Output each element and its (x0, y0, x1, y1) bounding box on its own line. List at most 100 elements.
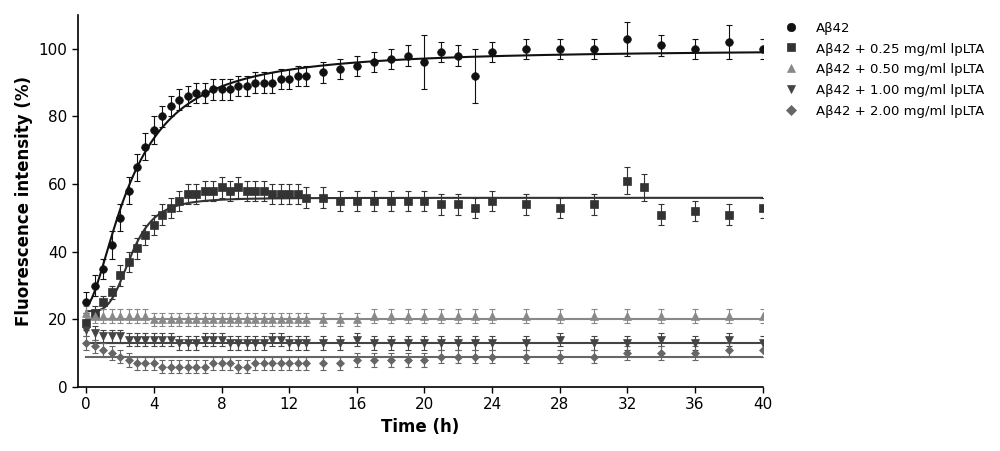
Aβ42 + 2.00 mg/ml lpLTA (156, 364, 168, 369)
Aβ42 + 0.50 mg/ml lpLTA (106, 313, 118, 319)
Aβ42 (368, 60, 380, 65)
Aβ42 (173, 97, 185, 102)
Aβ42 + 0.25 mg/ml lpLTA (139, 232, 151, 238)
Aβ42 + 1.00 mg/ml lpLTA (402, 341, 414, 346)
Aβ42 + 0.50 mg/ml lpLTA (351, 317, 363, 322)
Aβ42 + 1.00 mg/ml lpLTA (486, 341, 498, 346)
Aβ42 + 1.00 mg/ml lpLTA (216, 337, 228, 342)
X-axis label: Time (h): Time (h) (381, 418, 459, 436)
Aβ42 + 2.00 mg/ml lpLTA (588, 354, 600, 359)
Aβ42 + 0.25 mg/ml lpLTA (114, 273, 126, 278)
Aβ42 + 2.00 mg/ml lpLTA (148, 361, 160, 366)
Aβ42 + 2.00 mg/ml lpLTA (283, 361, 295, 366)
Aβ42 + 1.00 mg/ml lpLTA (156, 337, 168, 342)
Aβ42 + 0.25 mg/ml lpLTA (199, 188, 211, 193)
Aβ42 + 0.25 mg/ml lpLTA (148, 222, 160, 227)
Aβ42 + 2.00 mg/ml lpLTA (80, 341, 92, 346)
Aβ42 (199, 90, 211, 96)
Aβ42 (385, 56, 397, 62)
Aβ42 + 1.00 mg/ml lpLTA (207, 337, 219, 342)
Aβ42 (275, 77, 287, 82)
Aβ42 + 0.50 mg/ml lpLTA (283, 317, 295, 322)
Aβ42 + 0.25 mg/ml lpLTA (486, 198, 498, 204)
Aβ42 + 2.00 mg/ml lpLTA (334, 361, 346, 366)
Aβ42 + 0.50 mg/ml lpLTA (385, 313, 397, 319)
Aβ42 + 0.50 mg/ml lpLTA (334, 317, 346, 322)
Aβ42 + 0.25 mg/ml lpLTA (173, 198, 185, 204)
Aβ42 (258, 80, 270, 85)
Aβ42 + 2.00 mg/ml lpLTA (165, 364, 177, 369)
Aβ42 + 0.50 mg/ml lpLTA (258, 317, 270, 322)
Aβ42 (207, 87, 219, 92)
Aβ42 + 2.00 mg/ml lpLTA (368, 357, 380, 363)
Aβ42 (123, 188, 135, 193)
Aβ42 + 1.00 mg/ml lpLTA (317, 341, 329, 346)
Aβ42 + 2.00 mg/ml lpLTA (190, 364, 202, 369)
Aβ42 + 0.25 mg/ml lpLTA (368, 198, 380, 204)
Aβ42 + 1.00 mg/ml lpLTA (452, 341, 464, 346)
Aβ42 + 0.50 mg/ml lpLTA (418, 313, 430, 319)
Aβ42 + 2.00 mg/ml lpLTA (520, 354, 532, 359)
Aβ42 + 0.25 mg/ml lpLTA (300, 195, 312, 200)
Aβ42 (131, 165, 143, 170)
Aβ42 + 0.50 mg/ml lpLTA (402, 313, 414, 319)
Aβ42 + 0.50 mg/ml lpLTA (588, 313, 600, 319)
Y-axis label: Fluorescence intensity (%): Fluorescence intensity (%) (15, 76, 33, 326)
Aβ42 + 2.00 mg/ml lpLTA (258, 361, 270, 366)
Aβ42 + 0.25 mg/ml lpLTA (689, 208, 701, 214)
Aβ42 (241, 83, 253, 89)
Aβ42 + 2.00 mg/ml lpLTA (106, 350, 118, 356)
Aβ42 + 0.25 mg/ml lpLTA (292, 192, 304, 197)
Aβ42 + 0.50 mg/ml lpLTA (554, 313, 566, 319)
Aβ42 + 2.00 mg/ml lpLTA (723, 347, 735, 353)
Aβ42 + 0.25 mg/ml lpLTA (351, 198, 363, 204)
Aβ42 + 1.00 mg/ml lpLTA (165, 337, 177, 342)
Aβ42 (418, 60, 430, 65)
Aβ42 + 0.50 mg/ml lpLTA (723, 313, 735, 319)
Aβ42 (351, 63, 363, 69)
Aβ42 + 0.25 mg/ml lpLTA (317, 195, 329, 200)
Aβ42 (317, 70, 329, 75)
Aβ42 + 0.50 mg/ml lpLTA (266, 317, 278, 322)
Aβ42 + 1.00 mg/ml lpLTA (300, 341, 312, 346)
Aβ42 + 0.50 mg/ml lpLTA (80, 310, 92, 315)
Aβ42 + 2.00 mg/ml lpLTA (402, 357, 414, 363)
Aβ42 + 0.50 mg/ml lpLTA (368, 313, 380, 319)
Aβ42 + 0.50 mg/ml lpLTA (139, 313, 151, 319)
Aβ42 + 0.50 mg/ml lpLTA (452, 313, 464, 319)
Aβ42 + 1.00 mg/ml lpLTA (80, 327, 92, 332)
Aβ42 + 0.50 mg/ml lpLTA (89, 313, 101, 319)
Aβ42 (723, 39, 735, 45)
Aβ42 + 1.00 mg/ml lpLTA (520, 341, 532, 346)
Aβ42 (452, 53, 464, 58)
Aβ42 (655, 43, 667, 48)
Aβ42 + 0.25 mg/ml lpLTA (638, 185, 650, 190)
Aβ42 + 0.25 mg/ml lpLTA (757, 205, 769, 211)
Aβ42 + 1.00 mg/ml lpLTA (241, 341, 253, 346)
Line: Aβ42 + 2.00 mg/ml lpLTA: Aβ42 + 2.00 mg/ml lpLTA (83, 340, 766, 370)
Aβ42 + 0.50 mg/ml lpLTA (216, 317, 228, 322)
Aβ42 + 2.00 mg/ml lpLTA (621, 350, 633, 356)
Aβ42 + 0.50 mg/ml lpLTA (173, 317, 185, 322)
Aβ42 + 0.50 mg/ml lpLTA (241, 317, 253, 322)
Aβ42 + 0.50 mg/ml lpLTA (317, 317, 329, 322)
Aβ42 + 0.25 mg/ml lpLTA (182, 192, 194, 197)
Aβ42 + 2.00 mg/ml lpLTA (123, 357, 135, 363)
Aβ42 + 0.50 mg/ml lpLTA (148, 317, 160, 322)
Aβ42 (402, 53, 414, 58)
Aβ42 + 2.00 mg/ml lpLTA (173, 364, 185, 369)
Aβ42 (182, 93, 194, 99)
Aβ42 + 2.00 mg/ml lpLTA (300, 361, 312, 366)
Aβ42 + 0.50 mg/ml lpLTA (486, 313, 498, 319)
Aβ42 + 0.25 mg/ml lpLTA (402, 198, 414, 204)
Aβ42 + 2.00 mg/ml lpLTA (89, 344, 101, 349)
Aβ42 + 2.00 mg/ml lpLTA (182, 364, 194, 369)
Aβ42 (689, 46, 701, 51)
Aβ42 + 1.00 mg/ml lpLTA (621, 341, 633, 346)
Aβ42 (469, 73, 481, 78)
Aβ42 + 1.00 mg/ml lpLTA (655, 337, 667, 342)
Aβ42 + 2.00 mg/ml lpLTA (266, 361, 278, 366)
Aβ42 + 0.50 mg/ml lpLTA (207, 317, 219, 322)
Aβ42 + 1.00 mg/ml lpLTA (334, 341, 346, 346)
Aβ42 + 0.25 mg/ml lpLTA (165, 205, 177, 211)
